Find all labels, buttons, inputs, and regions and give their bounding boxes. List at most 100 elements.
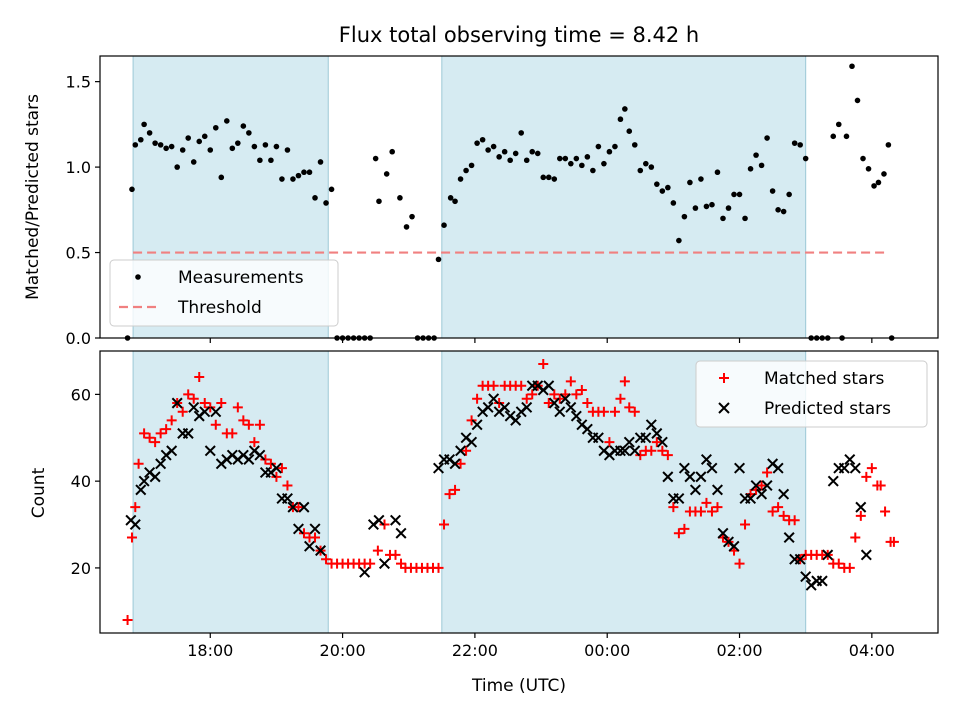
- data-point: [551, 176, 558, 182]
- data-point: [287, 501, 299, 513]
- data-point: [709, 201, 715, 208]
- data-point: [472, 393, 483, 404]
- data-point: [673, 493, 685, 505]
- data-point: [166, 445, 178, 457]
- legend-box: [109, 259, 339, 327]
- data-point: [403, 224, 410, 230]
- data-point: [800, 571, 812, 583]
- data-point: [243, 419, 254, 430]
- data-point: [122, 614, 133, 625]
- data-point: [756, 488, 768, 500]
- data-point: [554, 393, 565, 404]
- data-point: [745, 493, 757, 505]
- data-point: [871, 183, 877, 189]
- data-point: [182, 427, 194, 439]
- data-point: [179, 147, 186, 153]
- data-point: [695, 506, 706, 517]
- data-point: [734, 462, 746, 474]
- top-y-tick-label: 0.0: [66, 329, 91, 348]
- data-point: [488, 393, 500, 405]
- data-point: [822, 549, 834, 561]
- data-point: [843, 133, 850, 140]
- data-point: [496, 154, 502, 160]
- data-point: [435, 256, 442, 263]
- data-point: [875, 179, 882, 186]
- data-point: [196, 138, 203, 145]
- data-point: [141, 121, 147, 128]
- data-point: [614, 445, 626, 457]
- data-point: [216, 398, 227, 409]
- data-point: [468, 162, 475, 169]
- data-point: [490, 143, 497, 150]
- data-point: [631, 142, 638, 148]
- data-point: [881, 171, 887, 177]
- data-point: [773, 502, 784, 513]
- data-point: [129, 519, 141, 531]
- data-point: [606, 148, 613, 155]
- data-point: [571, 389, 582, 400]
- data-point: [174, 164, 180, 170]
- data-point: [463, 167, 469, 174]
- data-point: [706, 506, 717, 517]
- data-point: [855, 501, 867, 513]
- data-point: [126, 532, 137, 543]
- data-point: [617, 116, 624, 123]
- data-point: [523, 157, 530, 164]
- data-point: [623, 436, 635, 448]
- data-point: [207, 147, 214, 153]
- bottom-y-tick-label: 60: [71, 385, 91, 404]
- data-point: [433, 462, 445, 474]
- data-point: [562, 155, 569, 162]
- data-point: [157, 142, 164, 148]
- data-point: [383, 171, 390, 177]
- data-point: [725, 205, 732, 211]
- data-point: [651, 437, 662, 448]
- data-point: [444, 489, 455, 500]
- data-point: [570, 410, 582, 422]
- data-point: [499, 401, 511, 413]
- data-point: [238, 415, 249, 426]
- data-point: [794, 553, 806, 565]
- data-point: [645, 419, 657, 431]
- data-point: [711, 484, 723, 496]
- x-tick-label: 22:00: [452, 641, 498, 660]
- data-point: [146, 130, 153, 136]
- data-point: [273, 143, 280, 150]
- x-tick-label: 18:00: [187, 641, 233, 660]
- data-point: [482, 401, 494, 413]
- data-point: [439, 519, 450, 530]
- data-point: [235, 140, 241, 146]
- data-point: [860, 155, 866, 162]
- data-point: [750, 479, 762, 491]
- data-point: [648, 164, 655, 170]
- data-point: [433, 562, 444, 573]
- data-point: [378, 558, 390, 570]
- data-point: [855, 510, 866, 521]
- data-point: [292, 523, 304, 535]
- data-point: [521, 401, 533, 413]
- bottom-series-matched-stars: [122, 359, 899, 625]
- data-point: [152, 140, 158, 146]
- data-point: [612, 143, 618, 150]
- data-point: [279, 176, 285, 182]
- data-point: [328, 186, 335, 193]
- legend-plus-swatch: [719, 373, 729, 383]
- data-point: [284, 147, 291, 153]
- data-point: [150, 437, 161, 448]
- data-point: [827, 475, 839, 487]
- data-point: [365, 558, 376, 569]
- data-point: [865, 166, 872, 172]
- data-point: [662, 471, 674, 483]
- data-point: [833, 558, 844, 569]
- data-point: [714, 169, 721, 176]
- data-point: [240, 123, 247, 129]
- data-point: [728, 540, 740, 552]
- data-point: [521, 393, 532, 404]
- data-point: [626, 128, 633, 134]
- data-point: [885, 142, 892, 148]
- data-point: [679, 523, 690, 534]
- data-point: [549, 389, 560, 400]
- data-point: [466, 415, 477, 426]
- data-point: [778, 510, 789, 521]
- data-point: [582, 398, 593, 409]
